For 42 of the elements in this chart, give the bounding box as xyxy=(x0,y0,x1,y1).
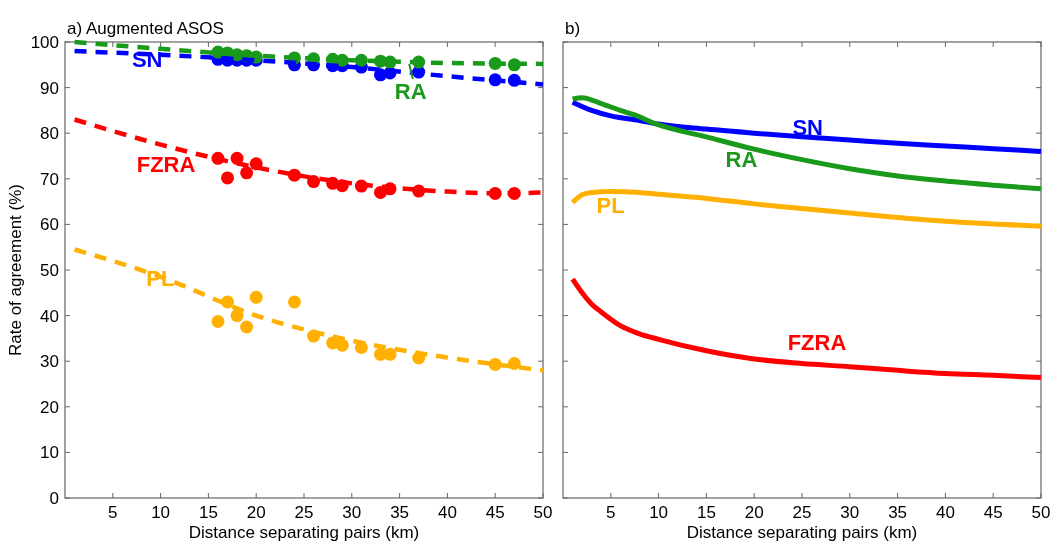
y-tick-label: 50 xyxy=(40,261,59,280)
y-tick-label: 90 xyxy=(40,78,59,98)
series-label: FZRA xyxy=(136,151,196,177)
x-tick-label: 15 xyxy=(198,503,218,522)
x-tick-label: 5 xyxy=(108,503,118,522)
chart-title: b) xyxy=(565,19,581,38)
series-label: PL xyxy=(596,193,625,218)
y-tick-label: 60 xyxy=(40,215,59,235)
x-tick-label: 50 xyxy=(533,503,553,522)
y-tick-label: 80 xyxy=(40,124,59,144)
series-label: FZRA xyxy=(787,329,847,355)
x-axis-title: Distance separating pairs (km) xyxy=(188,523,420,542)
y-tick-label: 70 xyxy=(40,169,59,189)
x-tick-label: 25 xyxy=(792,503,812,522)
x-tick-label: 5 xyxy=(606,503,616,522)
x-tick-label: 50 xyxy=(1031,503,1051,522)
y-axis-title: Rate of agreement (%) xyxy=(6,184,25,356)
y-tick-label: 30 xyxy=(40,352,59,372)
x-tick-label: 35 xyxy=(390,503,410,522)
series-label: RA xyxy=(725,147,758,173)
x-tick-label: 45 xyxy=(983,503,1003,522)
x-tick-label: 20 xyxy=(246,503,266,522)
chart-title: a) Augmented ASOS xyxy=(67,19,224,38)
x-tick-label: 35 xyxy=(888,503,908,522)
x-tick-label: 40 xyxy=(437,503,457,522)
x-tick-label: 45 xyxy=(485,503,505,522)
series-label: SN xyxy=(792,115,823,141)
y-tick-label: 20 xyxy=(40,397,59,417)
x-tick-label: 40 xyxy=(935,503,955,522)
x-tick-label: 30 xyxy=(342,503,362,522)
x-axis-title: Distance separating pairs (km) xyxy=(686,523,918,542)
y-tick-label: 10 xyxy=(40,443,59,463)
x-tick-label: 20 xyxy=(744,503,764,522)
x-tick-label: 10 xyxy=(151,503,171,522)
x-tick-label: 30 xyxy=(840,503,860,522)
y-tick-label: 100 xyxy=(30,33,59,52)
x-tick-label: 25 xyxy=(294,503,314,522)
legend-label: RA xyxy=(394,79,427,104)
x-tick-label: 15 xyxy=(696,503,716,522)
y-tick-label: 0 xyxy=(49,489,59,508)
y-tick-label: 40 xyxy=(40,306,59,326)
x-tick-label: 10 xyxy=(649,503,669,522)
